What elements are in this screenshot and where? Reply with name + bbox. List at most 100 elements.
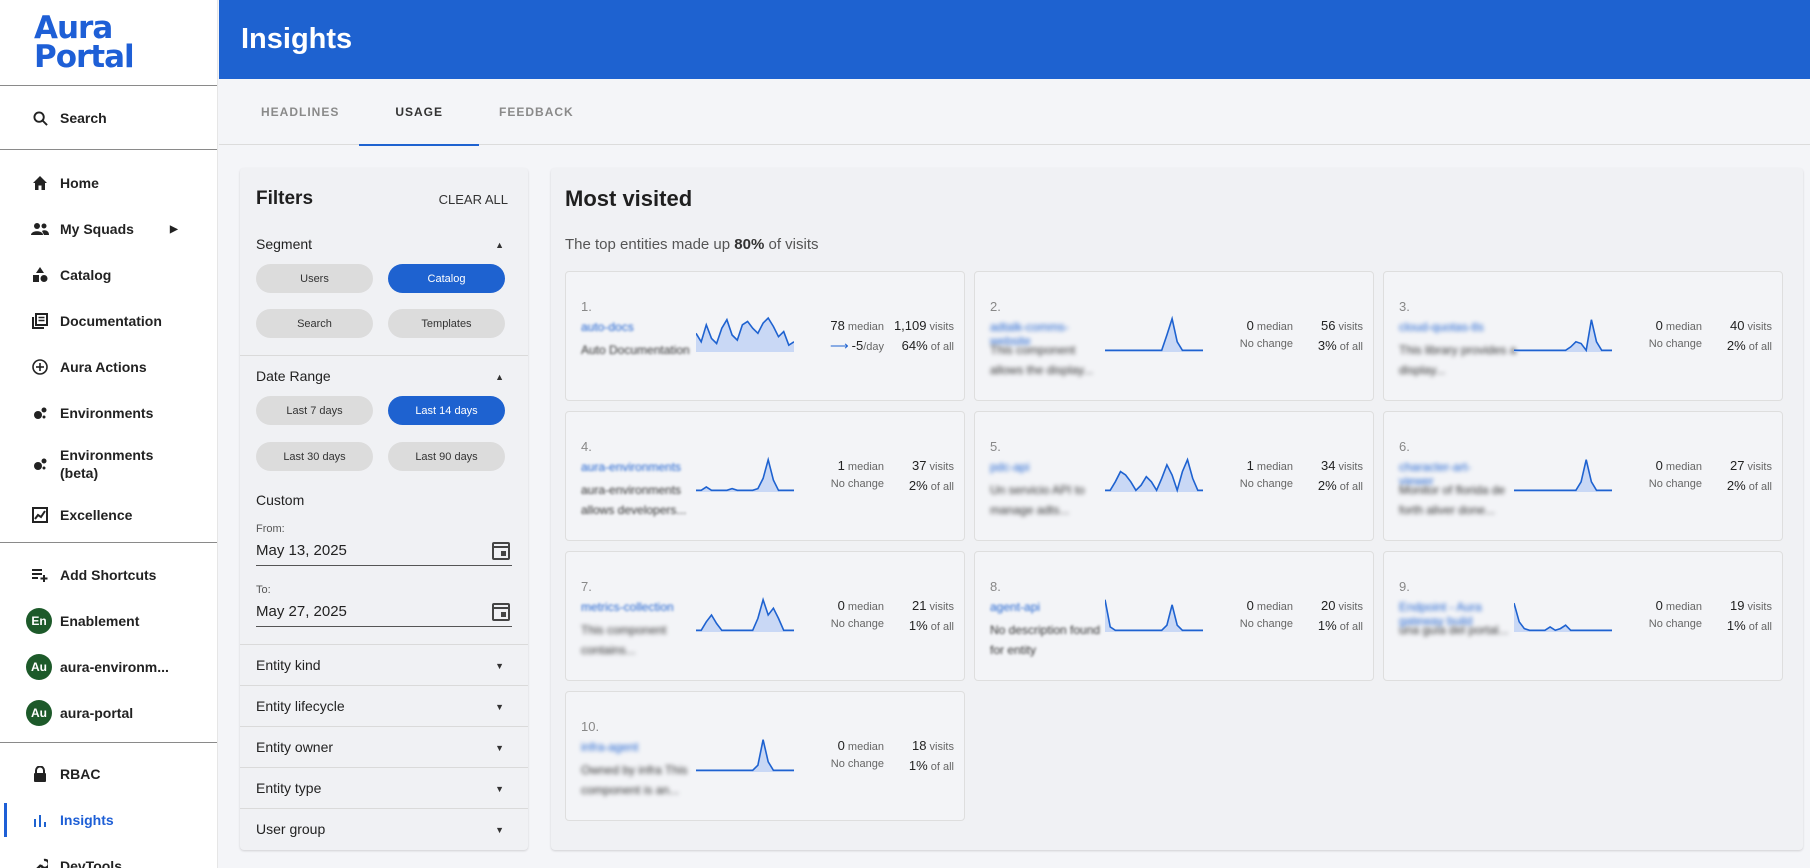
sidebar-item-environments-beta[interactable]: Environments (beta) [0,436,217,492]
date-chip-30[interactable]: Last 30 days [256,442,373,471]
entity-link[interactable]: character-art-viewer [1399,460,1472,488]
tab-usage[interactable]: USAGE [359,79,479,146]
to-date-input[interactable]: May 27, 2025 [256,603,512,627]
card-rank: 6. [1399,439,1410,454]
entity-card[interactable]: 8. agent-api No description found for enti… [974,551,1374,681]
segment-chip-users[interactable]: Users [256,264,373,293]
sidebar-item-documentation[interactable]: Documentation [0,298,217,344]
entity-link[interactable]: Endpoint - Aura gateway build [1399,600,1482,628]
group-icon [30,219,50,239]
date-chip-7[interactable]: Last 7 days [256,396,373,425]
sparkline-line [696,456,794,492]
sparkline-line [696,596,794,632]
card-rank: 8. [990,579,1001,594]
entity-card[interactable]: 1. auto-docs Auto Documentation 78 median 1,… [565,271,965,401]
sidebar-item-my-squads[interactable]: My Squads ▶ [0,206,217,252]
search-label: Search [60,110,107,126]
date-chip-90[interactable]: Last 90 days [388,442,505,471]
accordion-label: User group [256,821,326,837]
chevron-right-icon[interactable]: ▶ [170,223,178,235]
entity-link[interactable]: agent-api [990,600,1041,614]
documentation-icon [30,311,50,331]
sparkline [696,456,794,492]
entity-link[interactable]: aura-environments [581,460,682,474]
sidebar-item-label: aura-portal [60,705,134,721]
sparkline-line [696,316,794,347]
search-nav-item[interactable]: Search [0,95,217,141]
share-stat: 1% of all [908,618,954,633]
trend-stat: No change [1648,618,1702,630]
card-rank: 3. [1399,299,1410,314]
accordion-entity-lifecycle[interactable]: Entity lifecycle ▼ [240,685,528,726]
most-visited-subtitle: The top entities made up 80% of visits [565,236,819,253]
sidebar-item-environments[interactable]: Environments [0,390,217,436]
median-stat: 78 median [830,318,884,333]
avatar: Au [26,654,52,680]
accordion-label: Entity owner [256,739,334,755]
visits-stat: 21 visits [912,598,954,613]
calendar-icon[interactable] [492,603,510,621]
entity-link[interactable]: pdc-api [990,460,1030,474]
sidebar-item-aura-actions[interactable]: Aura Actions [0,344,217,390]
entity-card[interactable]: 2. adtalk-comms-website This component all… [974,271,1374,401]
date-chip-14[interactable]: Last 14 days [388,396,505,425]
entity-link[interactable]: adtalk-comms-website [990,320,1069,348]
share-stat: 2% of all [1726,338,1772,353]
trend-stat: No change [1239,618,1293,630]
sparkline-line [1514,459,1612,492]
trend-stat: No change [1648,478,1702,490]
entity-card[interactable]: 7. metrics-collection This component conta… [565,551,965,681]
trend-stat: No change [1239,478,1293,490]
share-stat: 2% of all [1726,478,1772,493]
segment-chip-templates[interactable]: Templates [388,309,505,338]
shortcut-enablement[interactable]: En Enablement [0,598,217,644]
sparkline-area [696,318,794,352]
accordion-entity-owner[interactable]: Entity owner ▼ [240,726,528,767]
sidebar-item-devtools[interactable]: DevTools [0,843,217,868]
segment-chip-search[interactable]: Search [256,309,373,338]
from-date-input[interactable]: May 13, 2025 [256,542,512,566]
entity-card[interactable]: 10. infra-agent Owned by infra This compon… [565,691,965,821]
caret-up-icon[interactable]: ▲ [495,372,504,382]
entity-link[interactable]: cloud-quotas-tls [1399,320,1484,334]
calendar-icon[interactable] [492,542,510,560]
sparkline [1514,459,1612,492]
environments-icon [30,454,50,474]
tab-headlines[interactable]: HEADLINES [261,105,340,119]
accordion-user-group[interactable]: User group ▼ [240,808,528,849]
sidebar-item-catalog[interactable]: Catalog [0,252,217,298]
entity-card[interactable]: 4. aura-environments aura-environments all… [565,411,965,541]
accordion-entity-kind[interactable]: Entity kind ▼ [240,644,528,685]
sidebar-item-insights[interactable]: Insights [0,797,217,843]
entity-card[interactable]: 9. Endpoint - Aura gateway build una guía … [1383,551,1783,681]
logo-line2: Portal [34,38,135,75]
segment-title[interactable]: Segment [256,236,313,252]
segment-chip-catalog[interactable]: Catalog [388,264,505,293]
entity-description: Un servicio API to manage adts... [990,483,1085,517]
entity-card[interactable]: 3. cloud-quotas-tls This library provides … [1383,271,1783,401]
shortcut-aura-environments[interactable]: Au aura-environm... [0,644,217,690]
tab-feedback[interactable]: FEEDBACK [499,105,574,119]
sparkline [1105,599,1203,632]
sidebar-item-excellence[interactable]: Excellence [0,492,217,538]
entity-link[interactable]: metrics-collection [581,600,674,614]
sidebar-item-label: Documentation [60,313,162,329]
entity-card[interactable]: 6. character-art-viewer Monitor of florida… [1383,411,1783,541]
sidebar-item-home[interactable]: Home [0,160,217,206]
accordion-entity-type[interactable]: Entity type ▼ [240,767,528,808]
entity-link[interactable]: auto-docs [581,320,634,334]
date-range-title[interactable]: Date Range [256,368,331,384]
logo[interactable]: Aura Portal [0,0,217,86]
add-shortcuts-button[interactable]: Add Shortcuts [0,552,217,598]
sparkline [696,596,794,632]
sparkline-area [1105,318,1203,352]
entity-link[interactable]: infra-agent [581,740,639,754]
sidebar-item-rbac[interactable]: RBAC [0,751,217,797]
median-stat: 0 median [837,598,884,613]
clear-all-button[interactable]: CLEAR ALL [438,192,508,207]
entity-card[interactable]: 5. pdc-api Un servicio API to manage adts.… [974,411,1374,541]
visits-stat: 40 visits [1730,318,1772,333]
shortcut-aura-portal[interactable]: Au aura-portal [0,690,217,736]
caret-up-icon[interactable]: ▲ [495,240,504,250]
custom-title: Custom [256,492,305,508]
